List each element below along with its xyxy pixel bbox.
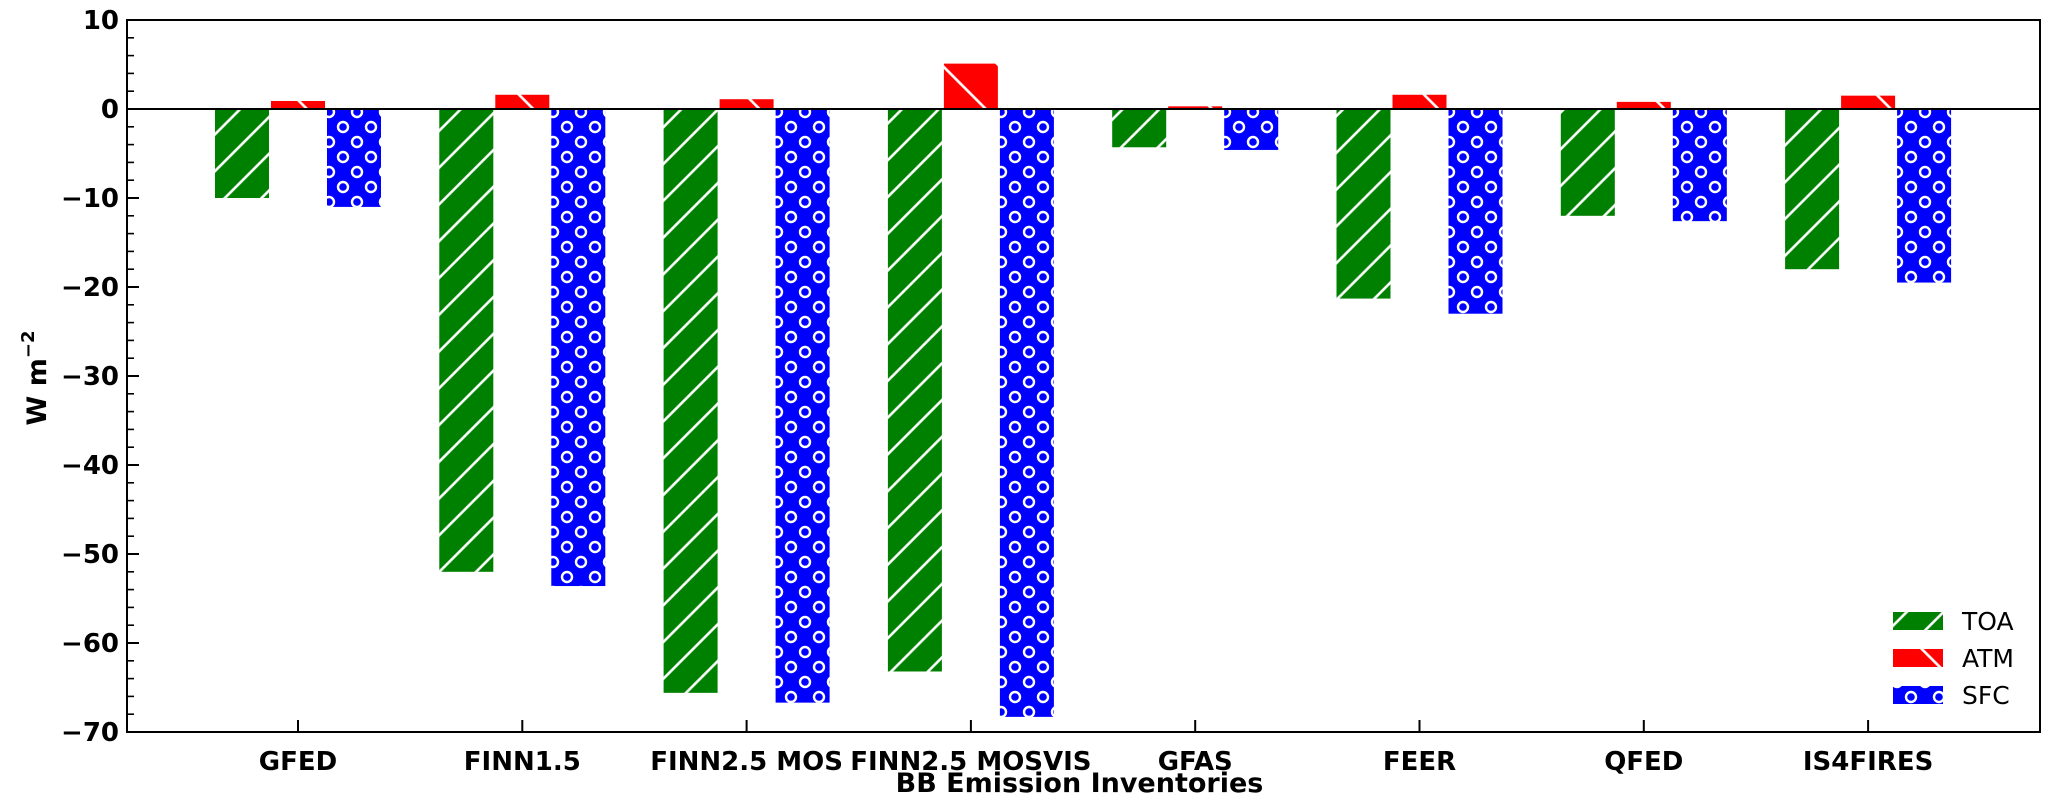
y-axis-label: W m−2 xyxy=(18,331,53,426)
legend: TOA ATM SFC xyxy=(1893,607,2014,710)
x-tick-label: FINN2.5 MOSVIS xyxy=(850,747,1091,777)
y-tick-label: −60 xyxy=(61,629,119,659)
bar-atm-gfas xyxy=(1168,106,1223,109)
y-tick-label: 0 xyxy=(101,95,119,125)
plot-frame xyxy=(126,19,2041,733)
bar-atm-qfed xyxy=(1616,101,1671,109)
bar-sfc-feer xyxy=(1448,109,1503,314)
bar-toa-finn1-5 xyxy=(439,109,494,572)
x-tick-label: FEER xyxy=(1383,747,1456,777)
bar-toa-qfed xyxy=(1560,109,1615,216)
y-tick-label: −10 xyxy=(61,184,119,214)
bar-toa-gfed xyxy=(215,109,269,198)
bar-atm-feer xyxy=(1392,94,1447,109)
legend-label-toa: TOA xyxy=(1961,607,2014,636)
legend-swatch-atm xyxy=(1893,649,1943,667)
bar-atm-finn2-5-mosvis xyxy=(943,63,998,109)
y-axis-label-superscript: −2 xyxy=(18,331,39,359)
x-tick-label: IS4FIRES xyxy=(1803,747,1933,777)
bar-sfc-gfas xyxy=(1224,109,1279,150)
y-tick-label: −40 xyxy=(61,451,119,481)
x-axis-label: BB Emission Inventories xyxy=(896,768,1264,799)
bar-sfc-finn2-5-mosvis xyxy=(999,109,1054,717)
legend-label-sfc: SFC xyxy=(1962,681,2010,710)
legend-label-atm: ATM xyxy=(1962,644,2014,673)
bar-atm-finn1-5 xyxy=(495,94,550,109)
bar-toa-gfas xyxy=(1112,109,1167,148)
bar-sfc-finn2-5-mos xyxy=(775,109,830,703)
bar-atm-is4fires xyxy=(1841,95,1896,109)
x-tick-label: FINN1.5 xyxy=(464,747,581,777)
bar-sfc-finn1-5 xyxy=(551,109,606,587)
bar-toa-is4fires xyxy=(1785,109,1840,270)
bar-sfc-is4fires xyxy=(1897,109,1952,283)
y-tick-label: 10 xyxy=(83,6,119,36)
y-tick-label: −20 xyxy=(61,273,119,303)
x-tick-label: FINN2.5 MOS xyxy=(650,747,843,777)
x-tick-label: GFED xyxy=(259,747,337,777)
bar-toa-feer xyxy=(1336,109,1391,299)
bar-sfc-qfed xyxy=(1672,109,1727,222)
y-tick-label: −70 xyxy=(61,718,119,748)
bars-group xyxy=(215,63,1952,717)
bar-toa-finn2-5-mos xyxy=(663,109,718,693)
bar-atm-gfed xyxy=(271,100,325,109)
bar-atm-finn2-5-mos xyxy=(719,99,774,109)
bar-sfc-gfed xyxy=(327,109,381,207)
y-tick-label: −50 xyxy=(61,540,119,570)
bar-toa-finn2-5-mosvis xyxy=(887,109,942,672)
x-tick-label: GFAS xyxy=(1158,747,1233,777)
y-axis-label-base: W m xyxy=(22,358,53,425)
y-tick-label: −30 xyxy=(61,362,119,392)
x-axis: GFED FINN1.5 FINN2.5 MOS FINN2.5 MOSVIS GFAS… xyxy=(259,720,1933,777)
y-axis: 10 0 −10 −20 −30 −40 −50 −60 −70 xyxy=(61,6,139,748)
x-tick-label: QFED xyxy=(1604,747,1683,777)
legend-swatch-sfc xyxy=(1893,686,1943,704)
legend-swatch-toa xyxy=(1893,612,1943,630)
